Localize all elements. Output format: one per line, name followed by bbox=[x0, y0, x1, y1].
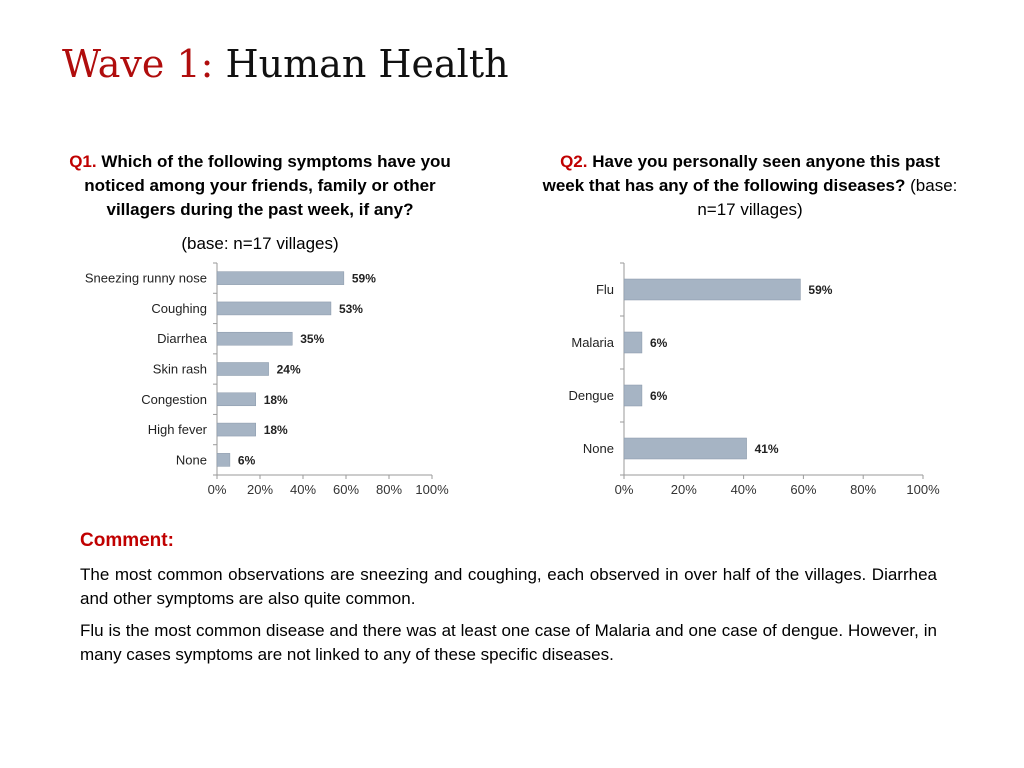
symptom-value-label: 24% bbox=[277, 363, 301, 377]
symptom-bar bbox=[216, 392, 256, 407]
symptom-value-label: 35% bbox=[300, 332, 324, 346]
title-prefix: Wave 1: bbox=[62, 42, 214, 86]
disease-value-label: 41% bbox=[755, 442, 779, 456]
disease-value-label: 6% bbox=[650, 389, 668, 403]
disease-category-label: Dengue bbox=[568, 388, 614, 403]
disease-x-tick-label: 40% bbox=[731, 482, 757, 497]
disease-value-label: 59% bbox=[808, 283, 832, 297]
symptom-value-label: 6% bbox=[238, 453, 256, 467]
comment-paragraph-2: Flu is the most common disease and there… bbox=[80, 621, 937, 664]
disease-category-label: None bbox=[583, 441, 614, 456]
symptoms-bar-chart: 0% 20% 40% 60% 80% 100% Sneezing runny nose 59%… bbox=[85, 262, 449, 497]
comment-paragraph-1: The most common observations are sneezin… bbox=[80, 565, 937, 608]
symptom-bar bbox=[216, 362, 269, 376]
symptom-value-label: 18% bbox=[264, 423, 288, 437]
question-2-number: Q2. bbox=[560, 152, 588, 171]
disease-value-label: 6% bbox=[650, 336, 668, 350]
symptom-category-label: None bbox=[176, 452, 207, 467]
symptom-value-label: 53% bbox=[339, 302, 363, 316]
symptom-bar bbox=[216, 453, 231, 467]
question-2-base: (base: n=17 villages) bbox=[697, 176, 958, 219]
disease-x-tick-label: 0% bbox=[615, 482, 634, 497]
symptom-bar bbox=[216, 271, 345, 285]
disease-x-tick-label: 80% bbox=[850, 482, 876, 497]
symptom-x-tick-label: 0% bbox=[208, 482, 227, 497]
question-1-base: (base: n=17 villages) bbox=[181, 234, 339, 253]
disease-x-tick-label: 100% bbox=[906, 482, 940, 497]
symptom-bar bbox=[216, 422, 256, 437]
question-1-number: Q1. bbox=[69, 152, 97, 171]
disease-bar bbox=[623, 437, 747, 460]
disease-bar bbox=[623, 278, 801, 301]
symptom-category-label: Coughing bbox=[151, 301, 207, 316]
symptom-category-label: Sneezing runny nose bbox=[85, 271, 207, 286]
disease-bar bbox=[623, 331, 643, 354]
symptom-x-tick-label: 80% bbox=[376, 482, 402, 497]
symptom-bar bbox=[216, 301, 332, 316]
symptom-bar bbox=[216, 331, 293, 346]
comment-heading: Comment: bbox=[80, 530, 174, 551]
question-1: Q1. Which of the following symptoms have… bbox=[50, 150, 470, 222]
disease-category-label: Malaria bbox=[571, 335, 614, 350]
title-main: Human Health bbox=[225, 42, 509, 86]
symptom-category-label: Congestion bbox=[141, 392, 207, 407]
symptom-category-label: Diarrhea bbox=[157, 331, 208, 346]
disease-x-tick-label: 60% bbox=[790, 482, 816, 497]
symptom-category-label: Skin rash bbox=[153, 362, 207, 377]
question-1-text: Which of the following symptoms have you… bbox=[84, 152, 451, 219]
symptom-category-label: High fever bbox=[148, 422, 208, 437]
disease-x-tick-label: 20% bbox=[671, 482, 697, 497]
diseases-bar-chart: 0% 20% 40% 60% 80% 100% Flu 59% Malaria 6% Dengue 6… bbox=[568, 262, 940, 497]
symptom-x-tick-label: 20% bbox=[247, 482, 273, 497]
question-2: Q2. Have you personally seen anyone this… bbox=[540, 150, 960, 222]
symptom-x-tick-label: 40% bbox=[290, 482, 316, 497]
symptom-value-label: 59% bbox=[352, 272, 376, 286]
symptom-x-tick-label: 60% bbox=[333, 482, 359, 497]
question-2-text: Have you personally seen anyone this pas… bbox=[542, 152, 940, 195]
slide-title: Wave 1: Human Health bbox=[62, 42, 509, 86]
symptom-value-label: 18% bbox=[264, 393, 288, 407]
disease-bar bbox=[623, 384, 643, 407]
symptom-x-tick-label: 100% bbox=[415, 482, 449, 497]
disease-category-label: Flu bbox=[596, 282, 614, 297]
